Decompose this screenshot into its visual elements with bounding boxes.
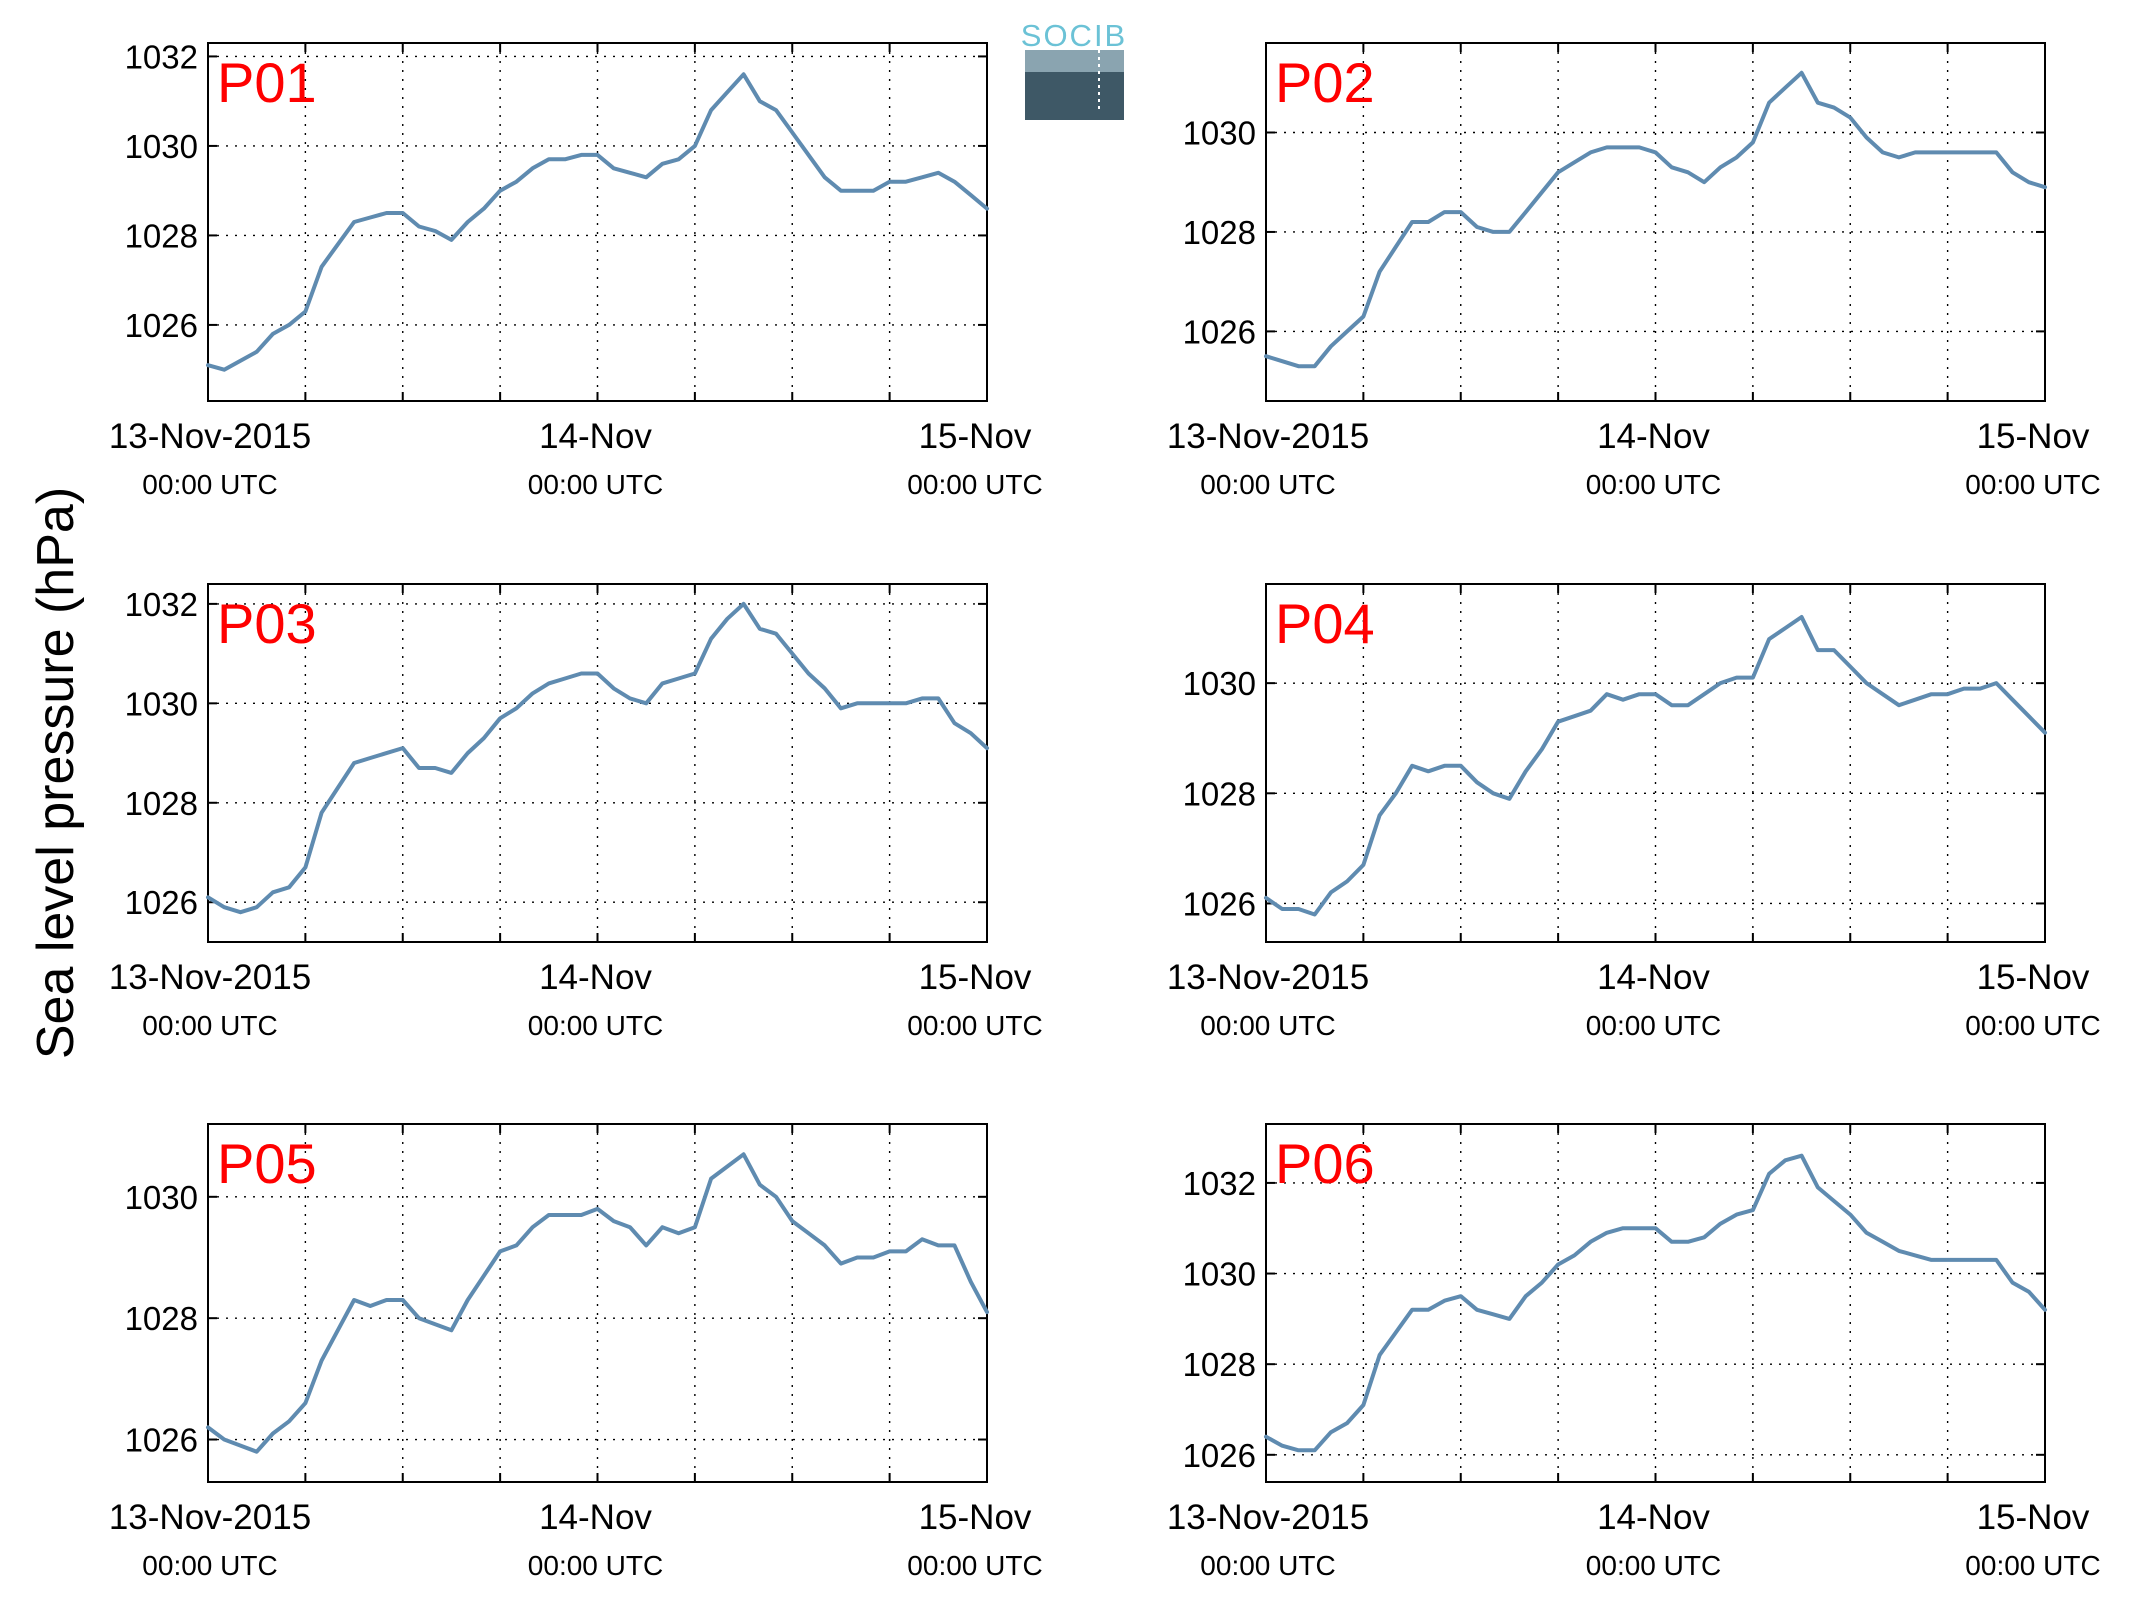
y-tick-label: 1028 [1183, 214, 1256, 251]
panel-p01: 1026 1028 1030 1032 13-Nov-2015 00:00 UTC 14-N… [109, 38, 1043, 500]
x-tick-sublabel: 00:00 UTC [1586, 469, 1721, 500]
x-tick-sublabel: 00:00 UTC [142, 469, 277, 500]
panel-title: P04 [1275, 592, 1375, 655]
axes-frame [1265, 1123, 2046, 1483]
y-tick-label: 1028 [125, 217, 198, 254]
x-tick-label: 14-Nov [1597, 1498, 1710, 1537]
x-tick-sublabel: 00:00 UTC [1586, 1010, 1721, 1041]
y-tick-label: 1026 [1183, 1437, 1256, 1474]
y-tick-label: 1028 [125, 1300, 198, 1337]
axes-frame [1265, 42, 2046, 402]
series-line [206, 1152, 989, 1454]
y-tick-label: 1030 [125, 128, 198, 165]
x-tick-sublabel: 00:00 UTC [1586, 1550, 1721, 1581]
x-tick-sublabel: 00:00 UTC [528, 1550, 663, 1581]
y-tick-label: 1026 [1183, 885, 1256, 922]
x-tick-sublabel: 00:00 UTC [142, 1010, 277, 1041]
x-tick-sublabel: 00:00 UTC [1200, 469, 1335, 500]
y-tick-label: 1026 [125, 884, 198, 921]
x-tick-label: 14-Nov [539, 958, 652, 997]
x-tick-sublabel: 00:00 UTC [907, 1010, 1042, 1041]
x-tick-label: 15-Nov [919, 1498, 1032, 1537]
x-tick-sublabel: 00:00 UTC [528, 469, 663, 500]
y-tick-label: 1026 [1183, 313, 1256, 350]
x-tick-label: 14-Nov [1597, 417, 1710, 456]
x-tick-label: 14-Nov [539, 417, 652, 456]
x-tick-label: 13-Nov-2015 [1167, 1498, 1369, 1537]
panel-p02: 1026 1028 1030 13-Nov-2015 00:00 UTC 14-Nov 00… [1167, 42, 2101, 500]
x-tick-label: 15-Nov [1977, 417, 2090, 456]
panel-title: P05 [217, 1132, 317, 1195]
x-tick-label: 15-Nov [1977, 958, 2090, 997]
y-tick-label: 1032 [125, 38, 198, 75]
x-tick-label: 13-Nov-2015 [109, 1498, 311, 1537]
panel-p05: 1026 1028 1030 13-Nov-2015 00:00 UTC 14-Nov 00… [109, 1123, 1043, 1581]
y-axis-title: Sea level pressure (hPa) [27, 487, 85, 1059]
axes-frame [207, 42, 988, 402]
x-tick-label: 13-Nov-2015 [1167, 958, 1369, 997]
logo-block-highlight [1025, 50, 1124, 72]
series-line [206, 72, 989, 372]
series-line [206, 601, 989, 915]
y-tick-label: 1026 [125, 1422, 198, 1459]
x-tick-sublabel: 00:00 UTC [907, 1550, 1042, 1581]
y-tick-label: 1030 [1183, 115, 1256, 152]
panel-grid: 1026 1028 1030 1032 13-Nov-2015 00:00 UTC 14-N… [109, 38, 2101, 1581]
x-tick-sublabel: 00:00 UTC [1965, 469, 2100, 500]
series-line [1264, 1153, 2047, 1453]
axes-frame [1265, 583, 2046, 943]
y-tick-label: 1028 [1183, 775, 1256, 812]
y-tick-label: 1028 [1183, 1346, 1256, 1383]
series-line [1264, 70, 2047, 369]
x-tick-sublabel: 00:00 UTC [1965, 1010, 2100, 1041]
panel-title: P06 [1275, 1132, 1375, 1195]
x-tick-label: 13-Nov-2015 [109, 958, 311, 997]
x-tick-label: 15-Nov [919, 958, 1032, 997]
y-tick-label: 1030 [125, 1179, 198, 1216]
series-line [1264, 615, 2047, 917]
x-tick-sublabel: 00:00 UTC [1200, 1010, 1335, 1041]
x-tick-label: 15-Nov [1977, 1498, 2090, 1537]
x-tick-sublabel: 00:00 UTC [1200, 1550, 1335, 1581]
panel-title: P01 [217, 51, 317, 114]
axes-frame [207, 1123, 988, 1483]
axes-frame [207, 583, 988, 943]
logo-text: SOCIB [1021, 18, 1127, 53]
socib-logo: SOCIB [1021, 18, 1127, 120]
x-tick-label: 15-Nov [919, 417, 1032, 456]
y-tick-label: 1032 [125, 586, 198, 623]
x-tick-label: 13-Nov-2015 [109, 417, 311, 456]
x-tick-sublabel: 00:00 UTC [142, 1550, 277, 1581]
panel-p06: 1026 1028 1030 1032 13-Nov-2015 00:00 UTC 14-N… [1167, 1123, 2101, 1581]
y-tick-label: 1032 [1183, 1165, 1256, 1202]
x-tick-label: 13-Nov-2015 [1167, 417, 1369, 456]
y-tick-label: 1030 [1183, 665, 1256, 702]
panel-title: P02 [1275, 51, 1375, 114]
x-tick-label: 14-Nov [539, 1498, 652, 1537]
y-tick-label: 1030 [125, 685, 198, 722]
x-tick-sublabel: 00:00 UTC [528, 1010, 663, 1041]
y-tick-label: 1026 [125, 307, 198, 344]
y-tick-label: 1030 [1183, 1256, 1256, 1293]
x-tick-label: 14-Nov [1597, 958, 1710, 997]
panel-title: P03 [217, 592, 317, 655]
x-tick-sublabel: 00:00 UTC [907, 469, 1042, 500]
x-tick-sublabel: 00:00 UTC [1965, 1550, 2100, 1581]
panel-p03: 1026 1028 1030 1032 13-Nov-2015 00:00 UTC 14-N… [109, 583, 1043, 1041]
y-tick-label: 1028 [125, 785, 198, 822]
panel-p04: 1026 1028 1030 13-Nov-2015 00:00 UTC 14-Nov 00… [1167, 583, 2101, 1041]
